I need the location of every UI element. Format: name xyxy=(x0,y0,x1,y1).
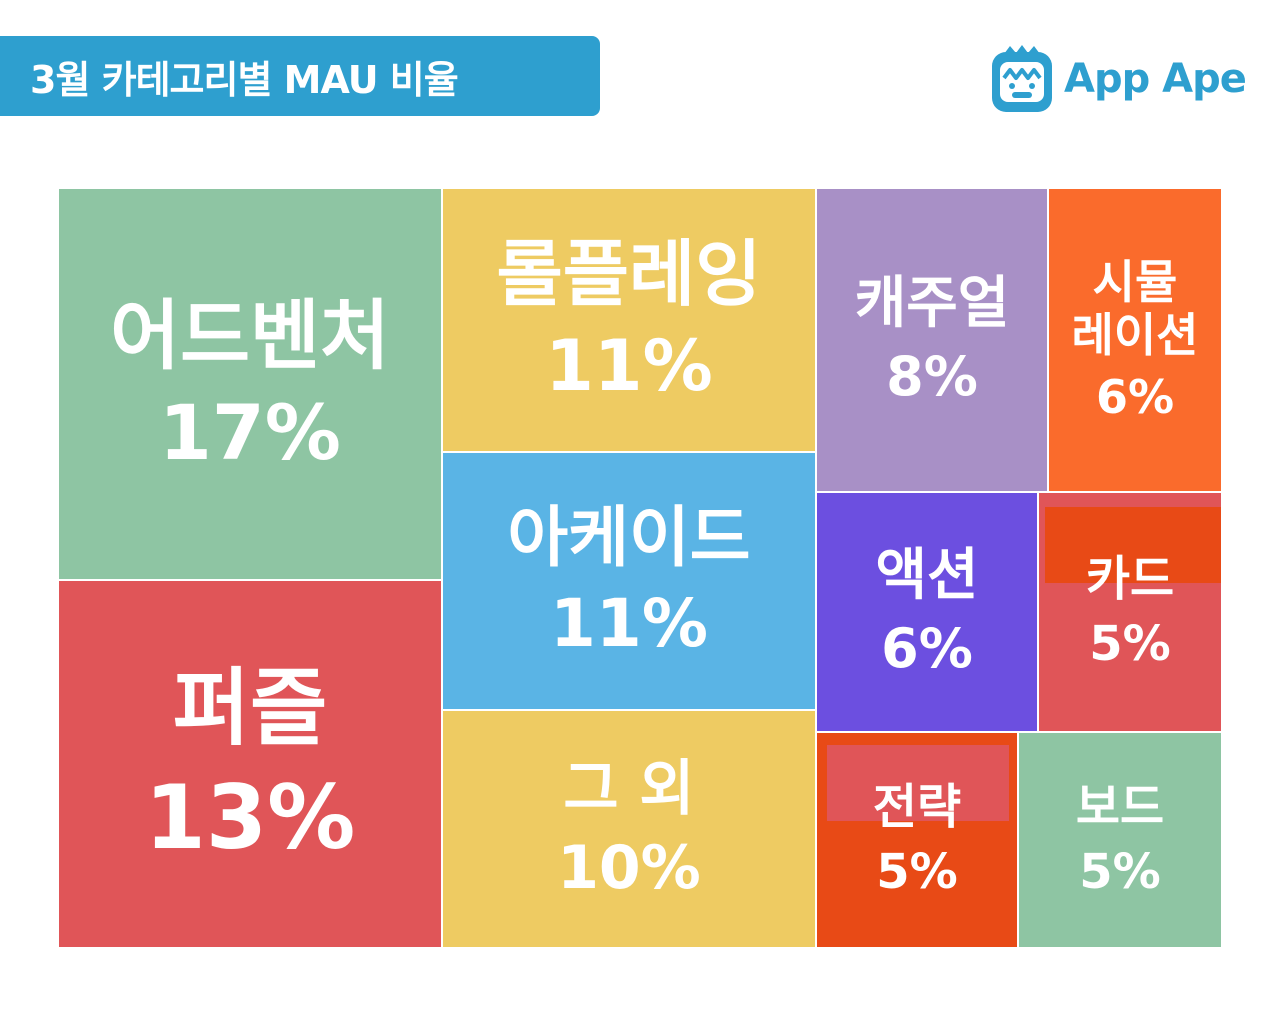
tile-value: 13% xyxy=(144,765,356,869)
tile-highlight-band xyxy=(1045,507,1221,583)
tile-label: 아케이드 xyxy=(507,499,751,577)
tile-value: 6% xyxy=(881,617,973,681)
tile-value: 5% xyxy=(1079,844,1161,900)
tile-label: 캐주얼 xyxy=(854,270,1010,336)
tile-value: 5% xyxy=(876,844,958,900)
treemap-tile: 액션 6% xyxy=(816,492,1038,732)
tile-label: 시뮬 레이션 xyxy=(1071,254,1199,362)
tile-value: 10% xyxy=(557,833,701,903)
treemap-tile: 카드 5% xyxy=(1038,492,1222,732)
ape-logo-icon xyxy=(992,45,1052,112)
brand-name: App Ape xyxy=(1064,56,1247,102)
tile-value: 11% xyxy=(545,325,713,408)
treemap-tile: 캐주얼 8% xyxy=(816,188,1048,492)
tile-value: 17% xyxy=(159,388,341,477)
tile-label: 전략 xyxy=(872,778,962,835)
treemap-tile: 그 외 10% xyxy=(442,710,816,948)
tile-label: 어드벤처 xyxy=(110,290,390,380)
treemap-tile: 전략 5% xyxy=(816,732,1018,948)
treemap-tile: 보드 5% xyxy=(1018,732,1222,948)
tile-label: 퍼즐 xyxy=(172,659,328,758)
tile-label: 보드 xyxy=(1075,778,1165,835)
tile-label: 카드 xyxy=(1085,550,1175,607)
treemap-tile: 퍼즐 13% xyxy=(58,580,442,948)
chart-title: 3월 카테고리별 MAU 비율 xyxy=(30,57,459,102)
tile-label: 롤플레잉 xyxy=(496,232,762,317)
treemap-tile: 롤플레잉 11% xyxy=(442,188,816,452)
treemap-tile: 어드벤처 17% xyxy=(58,188,442,580)
tile-label: 액션 xyxy=(875,542,979,608)
brand: App Ape xyxy=(990,42,1260,116)
treemap-tile: 시뮬 레이션 6% xyxy=(1048,188,1222,492)
tile-label: 그 외 xyxy=(563,754,695,824)
treemap-chart: 어드벤처 17% 퍼즐 13% 롤플레잉 11% 아케이드 11% 그 외 10% 캐주얼 8% 시뮬 … xyxy=(58,188,1222,948)
tile-value: 6% xyxy=(1095,370,1175,425)
title-bar: 3월 카테고리별 MAU 비율 xyxy=(0,36,600,116)
tile-value: 8% xyxy=(886,345,978,409)
treemap-tile: 아케이드 11% xyxy=(442,452,816,710)
tile-highlight-band xyxy=(827,745,1009,821)
tile-value: 5% xyxy=(1089,616,1171,672)
tile-value: 11% xyxy=(550,585,708,662)
